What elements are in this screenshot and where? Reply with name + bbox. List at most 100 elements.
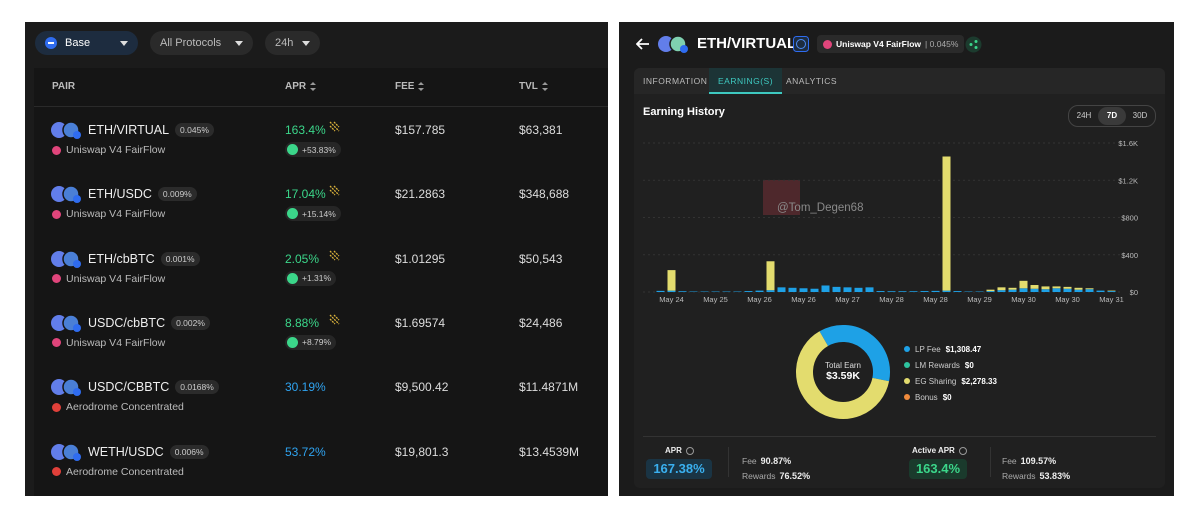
tvl-value: $13.4539M xyxy=(519,444,580,459)
protocol-name: Aerodrome Concentrated xyxy=(66,401,184,414)
tvl-value: $50,543 xyxy=(519,251,563,266)
bar xyxy=(1085,289,1094,292)
fee-tier-badge: 0.006% xyxy=(169,444,209,459)
boost-icon xyxy=(329,250,340,261)
bar xyxy=(1008,287,1017,290)
apr-label: APR xyxy=(665,446,694,455)
bar xyxy=(656,290,665,292)
apr-label-text: APR xyxy=(665,446,682,455)
tab[interactable]: INFORMATION xyxy=(643,76,708,86)
x-tick-label: May 30 xyxy=(1011,295,1036,304)
active-fee-stat: Fee 109.57% xyxy=(1002,451,1056,469)
watermark-avatar xyxy=(763,180,800,215)
bonus-badge: +15.14% xyxy=(285,206,341,222)
bar xyxy=(887,291,896,292)
header-apr[interactable]: APR xyxy=(285,81,317,92)
pair-name: USDC/cbBTC xyxy=(88,315,166,330)
bar xyxy=(1085,288,1094,290)
back-arrow[interactable] xyxy=(636,38,650,50)
chain-label: Base xyxy=(65,37,91,49)
x-tick-label: May 26 xyxy=(791,295,816,304)
legend-label: Bonus xyxy=(915,392,938,402)
apr-value: 30.19% xyxy=(285,380,326,395)
stat-label: Rewards xyxy=(742,471,776,481)
bar xyxy=(1074,287,1083,290)
pair-line: WETH/USDC 0.006% xyxy=(88,444,209,460)
protocol-filter[interactable]: All Protocols xyxy=(150,31,253,55)
protocol-name: Uniswap V4 FairFlow xyxy=(66,144,166,156)
fee-stat: Fee 90.87% xyxy=(742,451,791,469)
pair-line: ETH/USDC 0.009% xyxy=(88,186,197,202)
bonus-value: +1.31% xyxy=(302,273,332,284)
protocol-name: Uniswap V4 FairFlow xyxy=(66,208,166,221)
range-button[interactable]: 24H xyxy=(1076,111,1092,120)
protocol-name: Uniswap V4 FairFlow xyxy=(66,272,166,285)
bonus-badge: +8.79% xyxy=(285,334,337,350)
bar xyxy=(942,156,951,291)
section-title: Earning History xyxy=(643,106,725,118)
bar xyxy=(678,291,687,292)
bar xyxy=(898,291,907,292)
fee-value: $1.69574 xyxy=(395,315,446,330)
token-icons xyxy=(51,249,81,268)
y-tick-label: $800 xyxy=(1121,214,1138,223)
tvl-value: $63,381 xyxy=(519,123,563,137)
legend-label: LM Rewards xyxy=(915,360,960,370)
protocol-label: All Protocols xyxy=(160,37,222,49)
header-fee[interactable]: FEE xyxy=(395,81,425,92)
stat-value: 76.52% xyxy=(779,471,811,481)
share-icon[interactable] xyxy=(965,36,982,53)
tab-active[interactable]: EARNING(S) xyxy=(709,68,783,94)
bar xyxy=(799,288,808,292)
chain-icon xyxy=(45,37,57,49)
protocol-icon xyxy=(823,39,832,49)
apr-value: 163.4% xyxy=(285,123,326,137)
stat-value: 53.83% xyxy=(1039,471,1071,481)
pair-line: USDC/CBBTC 0.0168% xyxy=(88,379,219,395)
protocol-icon xyxy=(52,338,61,348)
apr-value: 2.05% xyxy=(285,251,320,266)
pair-name: ETH/VIRTUAL xyxy=(88,123,170,137)
apr-value: 167.38% xyxy=(646,459,712,479)
protocol-line: Aerodrome Concentrated xyxy=(52,465,184,479)
header-pair: PAIR xyxy=(52,81,75,92)
bonus-icon xyxy=(287,208,298,220)
range-button-active[interactable]: 7D xyxy=(1098,107,1126,125)
bar xyxy=(788,287,797,292)
fee-tier-badge: 0.002% xyxy=(171,315,210,330)
bar xyxy=(1063,286,1072,289)
protocol-icon xyxy=(52,209,61,219)
bar xyxy=(920,291,929,292)
token-icons xyxy=(51,121,81,139)
caret xyxy=(235,40,243,46)
apr-value: 53.72% xyxy=(285,444,326,459)
info-icon[interactable] xyxy=(793,36,809,52)
bar xyxy=(832,286,841,292)
fee-tier-badge: 0.0168% xyxy=(175,380,219,395)
boost-icon xyxy=(329,121,340,132)
bar xyxy=(1052,288,1061,292)
header-tvl[interactable]: TVL xyxy=(519,81,548,92)
boost-icon xyxy=(329,185,340,196)
legend-item: Bonus $0 xyxy=(904,391,997,403)
tab[interactable]: ANALYTICS xyxy=(786,76,838,86)
info-icon[interactable] xyxy=(958,446,967,455)
bar xyxy=(997,290,1006,292)
y-tick-label: $400 xyxy=(1121,251,1138,260)
bonus-badge: +53.83% xyxy=(285,142,341,157)
bar xyxy=(1019,288,1028,292)
info-icon[interactable] xyxy=(685,446,694,455)
range-button[interactable]: 30D xyxy=(1132,111,1148,120)
fee-value: $21.2863 xyxy=(395,187,446,202)
pair-name: ETH/USDC xyxy=(88,187,152,202)
sort-icon xyxy=(418,82,425,91)
legend-swatch xyxy=(904,346,910,352)
protocol-line: Uniswap V4 FairFlow xyxy=(52,272,165,286)
sort-icon xyxy=(541,82,548,91)
chain-filter[interactable]: Base xyxy=(35,31,138,55)
bar xyxy=(1008,289,1017,292)
boost-icon xyxy=(329,314,340,325)
bar xyxy=(744,291,753,292)
period-filter[interactable]: 24h xyxy=(265,31,320,55)
x-tick-label: May 31 xyxy=(1099,295,1124,304)
